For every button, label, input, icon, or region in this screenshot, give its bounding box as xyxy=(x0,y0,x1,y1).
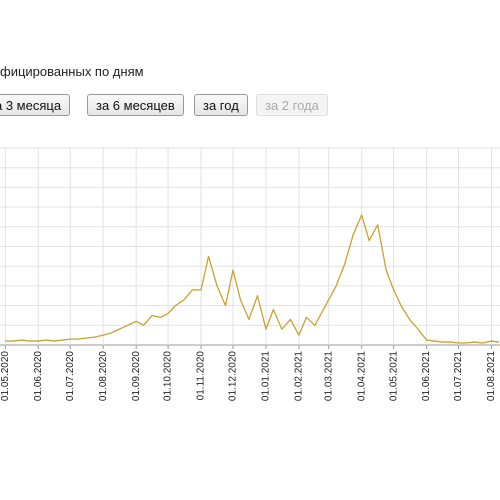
x-tick-label: 01.05.2020 xyxy=(0,351,11,401)
x-tick-label: 01.02.2021 xyxy=(294,351,305,401)
period-button[interactable]: за год xyxy=(194,94,248,116)
x-tick-label: 01.12.2020 xyxy=(228,351,239,401)
period-button[interactable]: за 6 месяцев xyxy=(87,94,184,116)
x-tick-label: 01.06.2020 xyxy=(33,351,44,401)
x-tick-label: 01.07.2021 xyxy=(453,351,464,401)
x-tick-label: 01.05.2021 xyxy=(388,351,399,401)
x-tick-label: 01.07.2020 xyxy=(65,351,76,401)
x-tick-label: 01.08.2021 xyxy=(486,351,497,401)
period-button[interactable]: а 3 месяца xyxy=(0,94,71,116)
x-tick-label: 01.01.2021 xyxy=(261,351,272,401)
x-tick-label: 01.04.2021 xyxy=(356,351,367,401)
x-tick-label: 01.10.2020 xyxy=(163,351,174,401)
data-line xyxy=(5,214,500,344)
x-tick-label: 01.03.2021 xyxy=(323,351,334,401)
x-tick-label: 01.09.2020 xyxy=(131,351,142,401)
x-tick-label: 01.08.2020 xyxy=(98,351,109,401)
chart-title: фицированных по дням xyxy=(0,64,144,79)
period-button-disabled: за 2 года xyxy=(256,94,328,116)
x-tick-label: 01.11.2020 xyxy=(196,351,207,401)
x-tick-label: 01.06.2021 xyxy=(421,351,432,401)
